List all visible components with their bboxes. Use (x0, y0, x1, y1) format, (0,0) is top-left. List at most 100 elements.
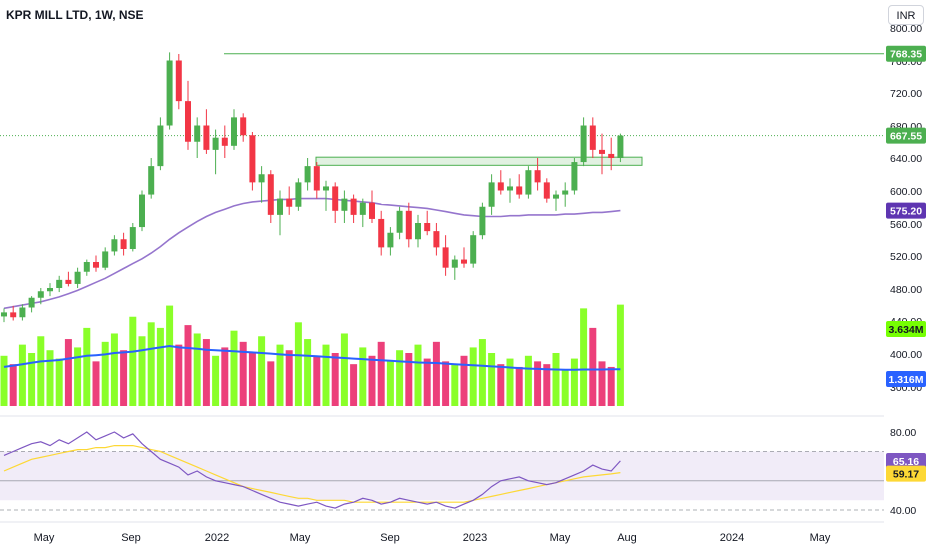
volume-bar (221, 347, 229, 406)
volume-bar (267, 361, 275, 406)
candle-body (240, 117, 247, 136)
candle (617, 133, 624, 163)
badge-last-price: 667.55 (886, 127, 926, 144)
volume-bar (515, 366, 523, 406)
candle-body (93, 262, 99, 268)
volume-bar (543, 364, 551, 406)
candle (323, 180, 329, 211)
rsi-ma-line (3, 445, 621, 503)
candle (479, 202, 486, 240)
candle (534, 158, 541, 191)
badge-ma: 575.20 (886, 202, 926, 219)
candle-body (525, 170, 532, 195)
time-tick-label: 2022 (205, 532, 229, 544)
volume-bar (442, 361, 450, 406)
candle (65, 271, 72, 287)
candle (470, 231, 477, 268)
badge-rsi-text: 65.16 (893, 456, 919, 468)
volume-bar (0, 355, 8, 406)
rsi-tick-label: 80.00 (890, 427, 916, 439)
volume-bar (28, 353, 36, 406)
candle-body (37, 291, 44, 298)
candle-body (341, 198, 348, 211)
badge-volume-bg (886, 321, 926, 337)
badge-volume-ma-text: 1.316M (888, 374, 923, 386)
candle-body (378, 218, 385, 248)
candle-body (157, 125, 164, 167)
volume-bar (147, 322, 155, 406)
volume-bar (616, 304, 624, 406)
candle-body (350, 198, 357, 215)
candle (580, 117, 587, 167)
candle-body (332, 186, 339, 211)
volume-bar (83, 327, 91, 406)
candle (424, 210, 431, 236)
volume-bar (294, 322, 302, 406)
badge-volume-ma-bg (886, 371, 926, 387)
price-tick-label: 400.00 (890, 349, 922, 361)
candle-body (102, 251, 109, 268)
candle (258, 166, 265, 203)
candle (608, 137, 615, 171)
volume-bar (331, 353, 339, 406)
time-tick-label: Sep (380, 532, 400, 544)
candle (516, 174, 523, 199)
volume-bar (580, 308, 588, 406)
volume-bar (92, 361, 100, 406)
candle-body (479, 206, 486, 236)
candle-body (396, 210, 403, 233)
volume-bar (156, 327, 164, 406)
volume-bar (212, 355, 220, 406)
candle (461, 247, 467, 268)
candle-body (580, 125, 587, 163)
candle-body (267, 174, 274, 215)
price-tick-label: 480.00 (890, 284, 922, 296)
candle-body (56, 279, 63, 288)
candle (74, 267, 81, 288)
candle (56, 275, 63, 293)
badge-rsi-ma: 59.17 (886, 465, 926, 482)
volume-bar (64, 339, 72, 406)
volume-bar (322, 344, 330, 406)
volume-bar (18, 344, 26, 406)
candle-body (488, 182, 495, 207)
candle-body (148, 166, 155, 195)
volume-bar (258, 336, 266, 406)
volume-bar (524, 355, 532, 406)
candle (405, 202, 412, 248)
candle-body (599, 149, 605, 154)
candle (166, 52, 173, 130)
candle (488, 174, 495, 215)
candle (332, 182, 339, 223)
candle (543, 178, 550, 203)
candle-body (19, 307, 26, 318)
candle-body (589, 125, 596, 150)
volume-bar (304, 339, 312, 406)
candle (350, 194, 357, 223)
candle-body (470, 235, 477, 264)
volume-bar (478, 339, 486, 406)
candle (148, 158, 155, 199)
candle (231, 109, 237, 150)
candle-body (221, 137, 228, 146)
candle-body (553, 194, 559, 199)
candle (313, 162, 320, 199)
candle (369, 190, 375, 223)
candle-body (313, 166, 320, 191)
candle (286, 186, 293, 215)
candle-body (304, 166, 311, 183)
volume-bar (166, 305, 174, 406)
candle (93, 255, 99, 272)
candle (240, 113, 247, 142)
currency-button[interactable]: INR (888, 5, 924, 25)
volume-bar (276, 344, 284, 406)
candle (175, 54, 182, 110)
badge-volume-text: 3.634M (888, 324, 923, 336)
candle-body (608, 153, 615, 158)
candle-body (451, 259, 458, 268)
candle-body (1, 312, 7, 317)
candle (267, 170, 274, 223)
candle (221, 125, 228, 158)
candle-body (212, 137, 219, 150)
